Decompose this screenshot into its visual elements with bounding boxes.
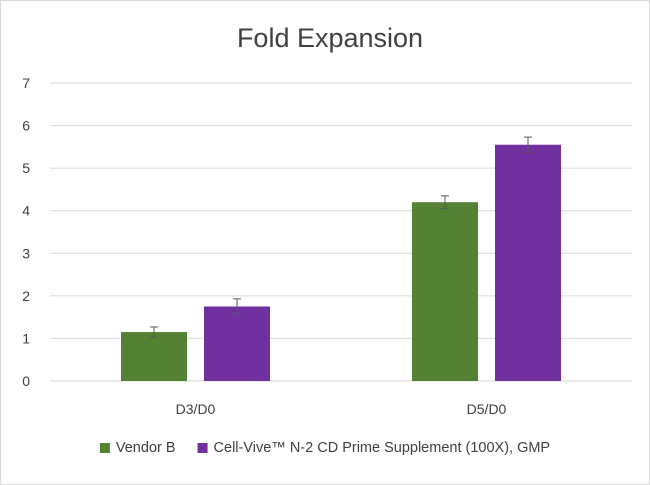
x-tick-label: D5/D0 (467, 401, 507, 417)
y-tick-label: 2 (22, 288, 30, 304)
y-tick-label: 4 (22, 203, 30, 219)
legend-label: Cell-Vive™ N-2 CD Prime Supplement (100X… (214, 440, 551, 456)
bar (121, 332, 187, 381)
y-axis-ticks: 0 1 2 3 4 5 6 7 (22, 75, 30, 389)
y-tick-label: 6 (22, 118, 30, 134)
legend: Vendor B Cell-Vive™ N-2 CD Prime Suppleme… (99, 440, 551, 456)
legend-swatch (99, 443, 110, 453)
error-bar (524, 136, 532, 153)
legend-item: Vendor B (99, 440, 176, 456)
error-bars (150, 136, 532, 338)
bar (412, 202, 478, 381)
legend-swatch (197, 443, 208, 453)
y-tick-label: 7 (22, 75, 30, 91)
error-bar (441, 195, 449, 210)
error-bar (233, 298, 241, 315)
y-tick-label: 1 (22, 330, 30, 346)
x-tick-label: D3/D0 (176, 401, 216, 417)
y-tick-label: 0 (22, 373, 30, 389)
y-tick-label: 5 (22, 160, 30, 176)
chart-title: Fold Expansion (237, 23, 423, 53)
bars (121, 144, 561, 381)
x-axis-ticks: D3/D0 D5/D0 (176, 401, 507, 417)
legend-label: Vendor B (116, 440, 176, 456)
error-bar (150, 326, 158, 338)
bar (204, 306, 270, 381)
y-tick-label: 3 (22, 245, 30, 261)
legend-item: Cell-Vive™ N-2 CD Prime Supplement (100X… (197, 440, 551, 456)
bar (495, 144, 561, 381)
